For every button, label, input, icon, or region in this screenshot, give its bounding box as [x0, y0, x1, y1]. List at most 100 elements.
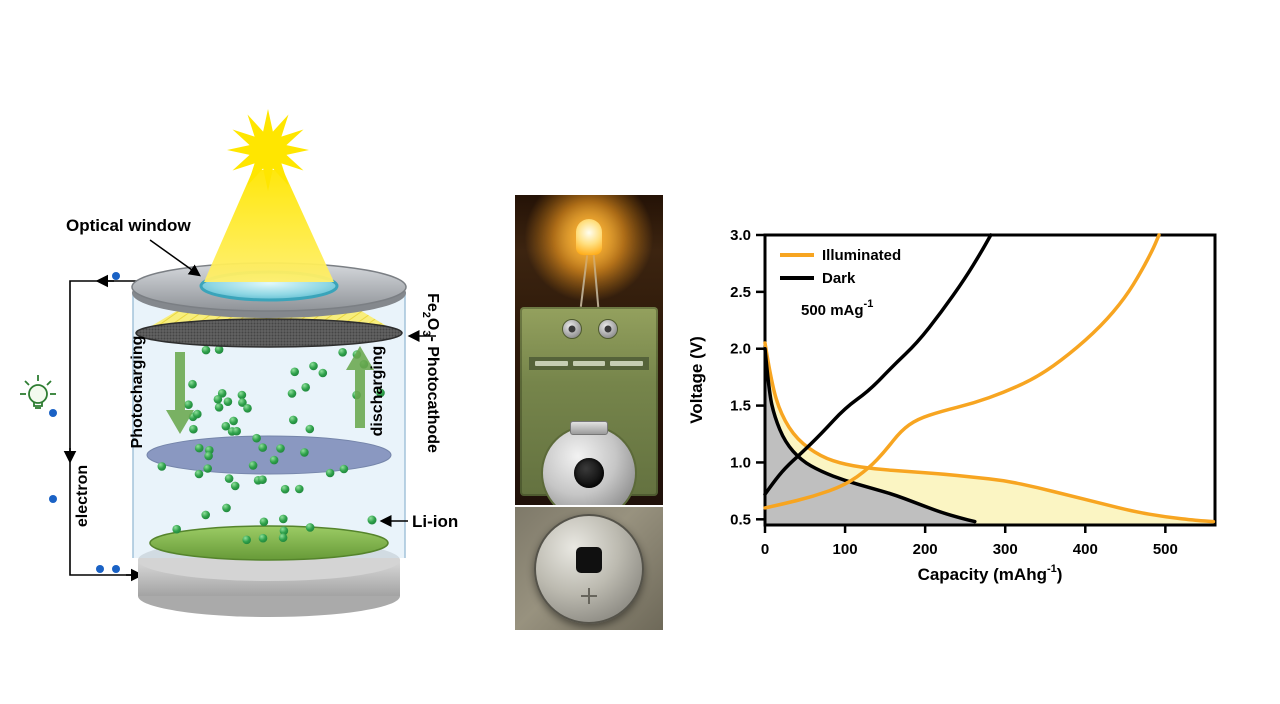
li-ion-dots [157, 345, 385, 545]
electron-label: electron [74, 465, 91, 527]
li-ion-dot-target [367, 515, 377, 525]
li-ion-dot [193, 409, 202, 419]
li-ion-dot [269, 455, 279, 465]
x-tick-label: 0 [761, 541, 769, 558]
x-tick-label: 200 [913, 541, 938, 558]
li-ion-dot [278, 533, 288, 542]
photocathode-label: Fe2O3- Photocathode [420, 293, 441, 453]
sun [227, 109, 309, 191]
photocharging-arrow [166, 352, 194, 434]
li-ion-dot [237, 390, 247, 400]
li-ion-dot [300, 448, 309, 457]
discharging-label: discharging [369, 346, 386, 437]
li-ion-dot [221, 421, 231, 431]
li-ion-dot [309, 361, 318, 371]
legend-label-dark: Dark [822, 270, 856, 287]
li-ion-dot [287, 389, 297, 398]
electron-dot [112, 565, 120, 573]
li-ion-dot [222, 503, 231, 513]
li-ion-dot [201, 345, 211, 355]
li-ion-label: Li-ion [412, 512, 458, 531]
li-ion-dot [276, 444, 285, 453]
li-ion-dot [214, 403, 224, 412]
y-tick-label: 0.5 [730, 511, 751, 528]
li-ion-dot [279, 514, 288, 524]
pcb-silkscreen [529, 357, 649, 370]
battery-schematic: electron [20, 109, 458, 617]
li-ion-dot [258, 533, 268, 543]
fill-dark-discharge [765, 348, 975, 525]
y-tick-label: 1.5 [730, 398, 751, 415]
li-ion-dot [217, 389, 227, 398]
li-ion-dot [229, 416, 238, 426]
external-circuit: electron [20, 272, 150, 582]
li-ion-dot [243, 404, 252, 413]
y-tick-label: 1.0 [730, 454, 751, 471]
li-ion-dot [305, 523, 315, 532]
holder-hole [574, 458, 604, 488]
terminal-screw-left [562, 319, 582, 339]
curve-dark-discharge [763, 346, 977, 524]
li-ion-dot [189, 424, 198, 434]
current-density-annotation: 500 mAg-1 [801, 298, 873, 319]
legend-label-illuminated: Illuminated [822, 247, 901, 264]
li-ion-dot [376, 388, 385, 398]
li-ion-dot [230, 481, 240, 491]
li-ion-dot [301, 383, 311, 392]
y-tick-label: 3.0 [730, 227, 751, 244]
li-ion-dot [279, 526, 289, 536]
li-ion-dot [157, 462, 167, 471]
li-ion-dot [258, 443, 268, 452]
li-ion-dot [213, 395, 223, 404]
li-ion-dot [289, 415, 298, 425]
li-ion-dot [194, 443, 204, 453]
bulb-icon [20, 375, 56, 409]
curve-dark-charge [763, 233, 993, 497]
cell-center-mark [576, 547, 602, 574]
y-tick-label: 2.0 [730, 341, 751, 358]
li-ion-dot [201, 510, 210, 520]
curve-illuminated-discharge [763, 341, 1216, 524]
glowing-led [576, 219, 602, 255]
li-ion-dot [194, 469, 204, 479]
x-tick-label: 500 [1153, 541, 1178, 558]
li-ion-dot [339, 464, 349, 474]
battery-cell [131, 109, 407, 617]
anode-disc [149, 525, 389, 561]
coin-cell-holder [541, 421, 637, 505]
photocharging-label: Photocharging [129, 336, 146, 449]
li-ion-dot [290, 367, 300, 377]
x-tick-label: 100 [833, 541, 858, 558]
x-tick-label: 400 [1073, 541, 1098, 558]
li-ion-dot [258, 475, 267, 485]
li-ion-dot [232, 426, 241, 436]
li-ion-dot [214, 345, 224, 354]
y-axis-title: Voltage (V) [687, 336, 706, 424]
li-ion-dot [305, 424, 315, 434]
li-ion-dot [295, 484, 304, 494]
li-ion-dot [238, 398, 247, 407]
screw-slot [568, 325, 576, 333]
li-ion-dot [242, 535, 251, 545]
li-ion-dot [223, 397, 233, 407]
x-tick-label: 300 [993, 541, 1018, 558]
terminal-screw-right [598, 319, 618, 339]
screw-slot [604, 325, 612, 333]
circuit-board [520, 307, 658, 505]
voltage-capacity-chart: 0 100 200 300 400 500 0.5 1.0 1.5 2.0 2.5 3.0 Illumi… [687, 227, 1217, 584]
sun-icon [227, 109, 309, 191]
coin-cell-photo [515, 507, 663, 630]
separator-disc [146, 435, 392, 475]
holder-clip [570, 421, 608, 435]
electron-dot [49, 495, 57, 503]
li-ion-dot [203, 464, 212, 473]
y-tick-label: 2.5 [730, 284, 751, 301]
li-ion-dot [252, 433, 261, 443]
diagram-labels: Optical window Photocharging discharging… [66, 216, 458, 531]
optical-window-arrow [149, 239, 201, 277]
x-axis-title: Capacity (mAhg-1) [918, 563, 1063, 584]
li-ion-dot [204, 451, 213, 461]
electron-dot [96, 565, 104, 573]
li-ion-dot [224, 474, 234, 483]
li-ion-dot [318, 368, 328, 378]
